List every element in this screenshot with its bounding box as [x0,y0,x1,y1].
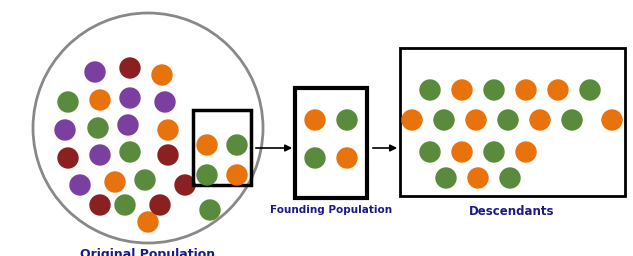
Circle shape [402,110,422,130]
Circle shape [200,200,220,220]
Circle shape [227,165,247,185]
Circle shape [500,168,520,188]
Circle shape [337,110,357,130]
Circle shape [90,90,110,110]
Bar [295,88,367,198]
Circle shape [434,110,454,130]
Circle shape [120,142,140,162]
Circle shape [420,142,440,162]
Circle shape [138,212,158,232]
Circle shape [484,142,504,162]
Circle shape [548,80,568,100]
Circle shape [337,148,357,168]
Text: Original Population: Original Population [80,248,216,256]
Circle shape [516,142,536,162]
Circle shape [468,168,488,188]
Circle shape [70,175,90,195]
Circle shape [562,110,582,130]
Circle shape [530,110,550,130]
Bar [400,48,625,196]
Circle shape [105,172,125,192]
Circle shape [58,92,78,112]
Circle shape [175,175,195,195]
Circle shape [155,92,175,112]
Circle shape [516,80,536,100]
Circle shape [120,88,140,108]
Bar [193,110,251,185]
Circle shape [158,120,178,140]
Circle shape [152,65,172,85]
Circle shape [120,58,140,78]
Text: Founding Population: Founding Population [270,205,392,215]
Circle shape [305,148,325,168]
Circle shape [580,80,600,100]
Circle shape [90,145,110,165]
Text: Descendants: Descendants [469,205,555,218]
Circle shape [197,135,217,155]
Circle shape [158,145,178,165]
Circle shape [227,135,247,155]
Circle shape [197,165,217,185]
Circle shape [135,170,155,190]
Circle shape [58,148,78,168]
Circle shape [118,115,138,135]
Circle shape [466,110,486,130]
Circle shape [452,142,472,162]
Circle shape [88,118,108,138]
Circle shape [90,195,110,215]
Circle shape [150,195,170,215]
Circle shape [55,120,75,140]
Circle shape [436,168,456,188]
Circle shape [498,110,518,130]
Circle shape [85,62,105,82]
Circle shape [484,80,504,100]
Circle shape [452,80,472,100]
Circle shape [602,110,622,130]
Circle shape [115,195,135,215]
Circle shape [420,80,440,100]
Circle shape [305,110,325,130]
